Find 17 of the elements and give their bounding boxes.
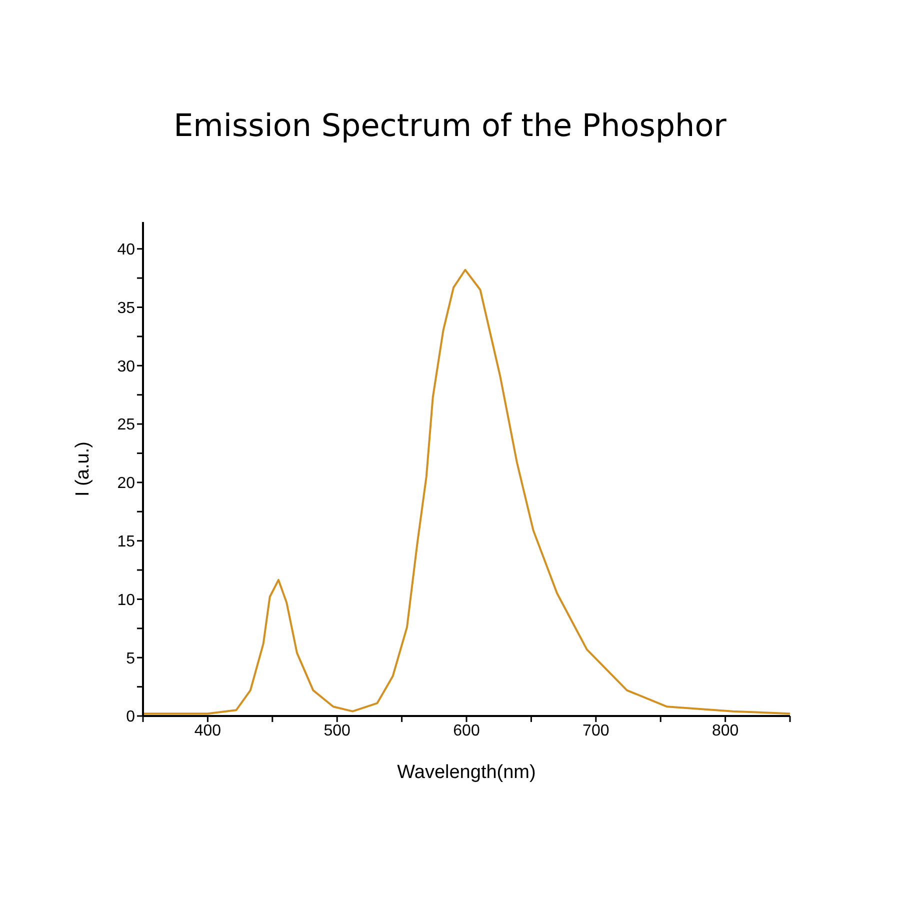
y-tick-label: 20 (117, 475, 136, 492)
x-tick-label: 600 (453, 722, 480, 740)
x-tick-label: 400 (194, 722, 222, 740)
y-tick-label: 10 (117, 592, 136, 609)
y-axis-title: I (a.u.) (72, 442, 94, 496)
y-tick-label: 5 (126, 650, 136, 668)
x-tick-label: 800 (712, 722, 739, 740)
y-tick-label: 35 (117, 300, 136, 317)
x-tick-label: 700 (582, 722, 610, 740)
chart-title: Emission Spectrum of the Phosphor (174, 108, 726, 144)
y-tick-label: 15 (117, 534, 136, 551)
x-axis-title: Wavelength(nm) (397, 762, 536, 783)
y-tick-label: 0 (126, 708, 136, 726)
y-tick-label: 30 (117, 358, 136, 376)
y-tick-label: 40 (117, 242, 136, 259)
y-tick-label: 25 (117, 416, 136, 434)
x-tick-label: 500 (324, 722, 351, 740)
